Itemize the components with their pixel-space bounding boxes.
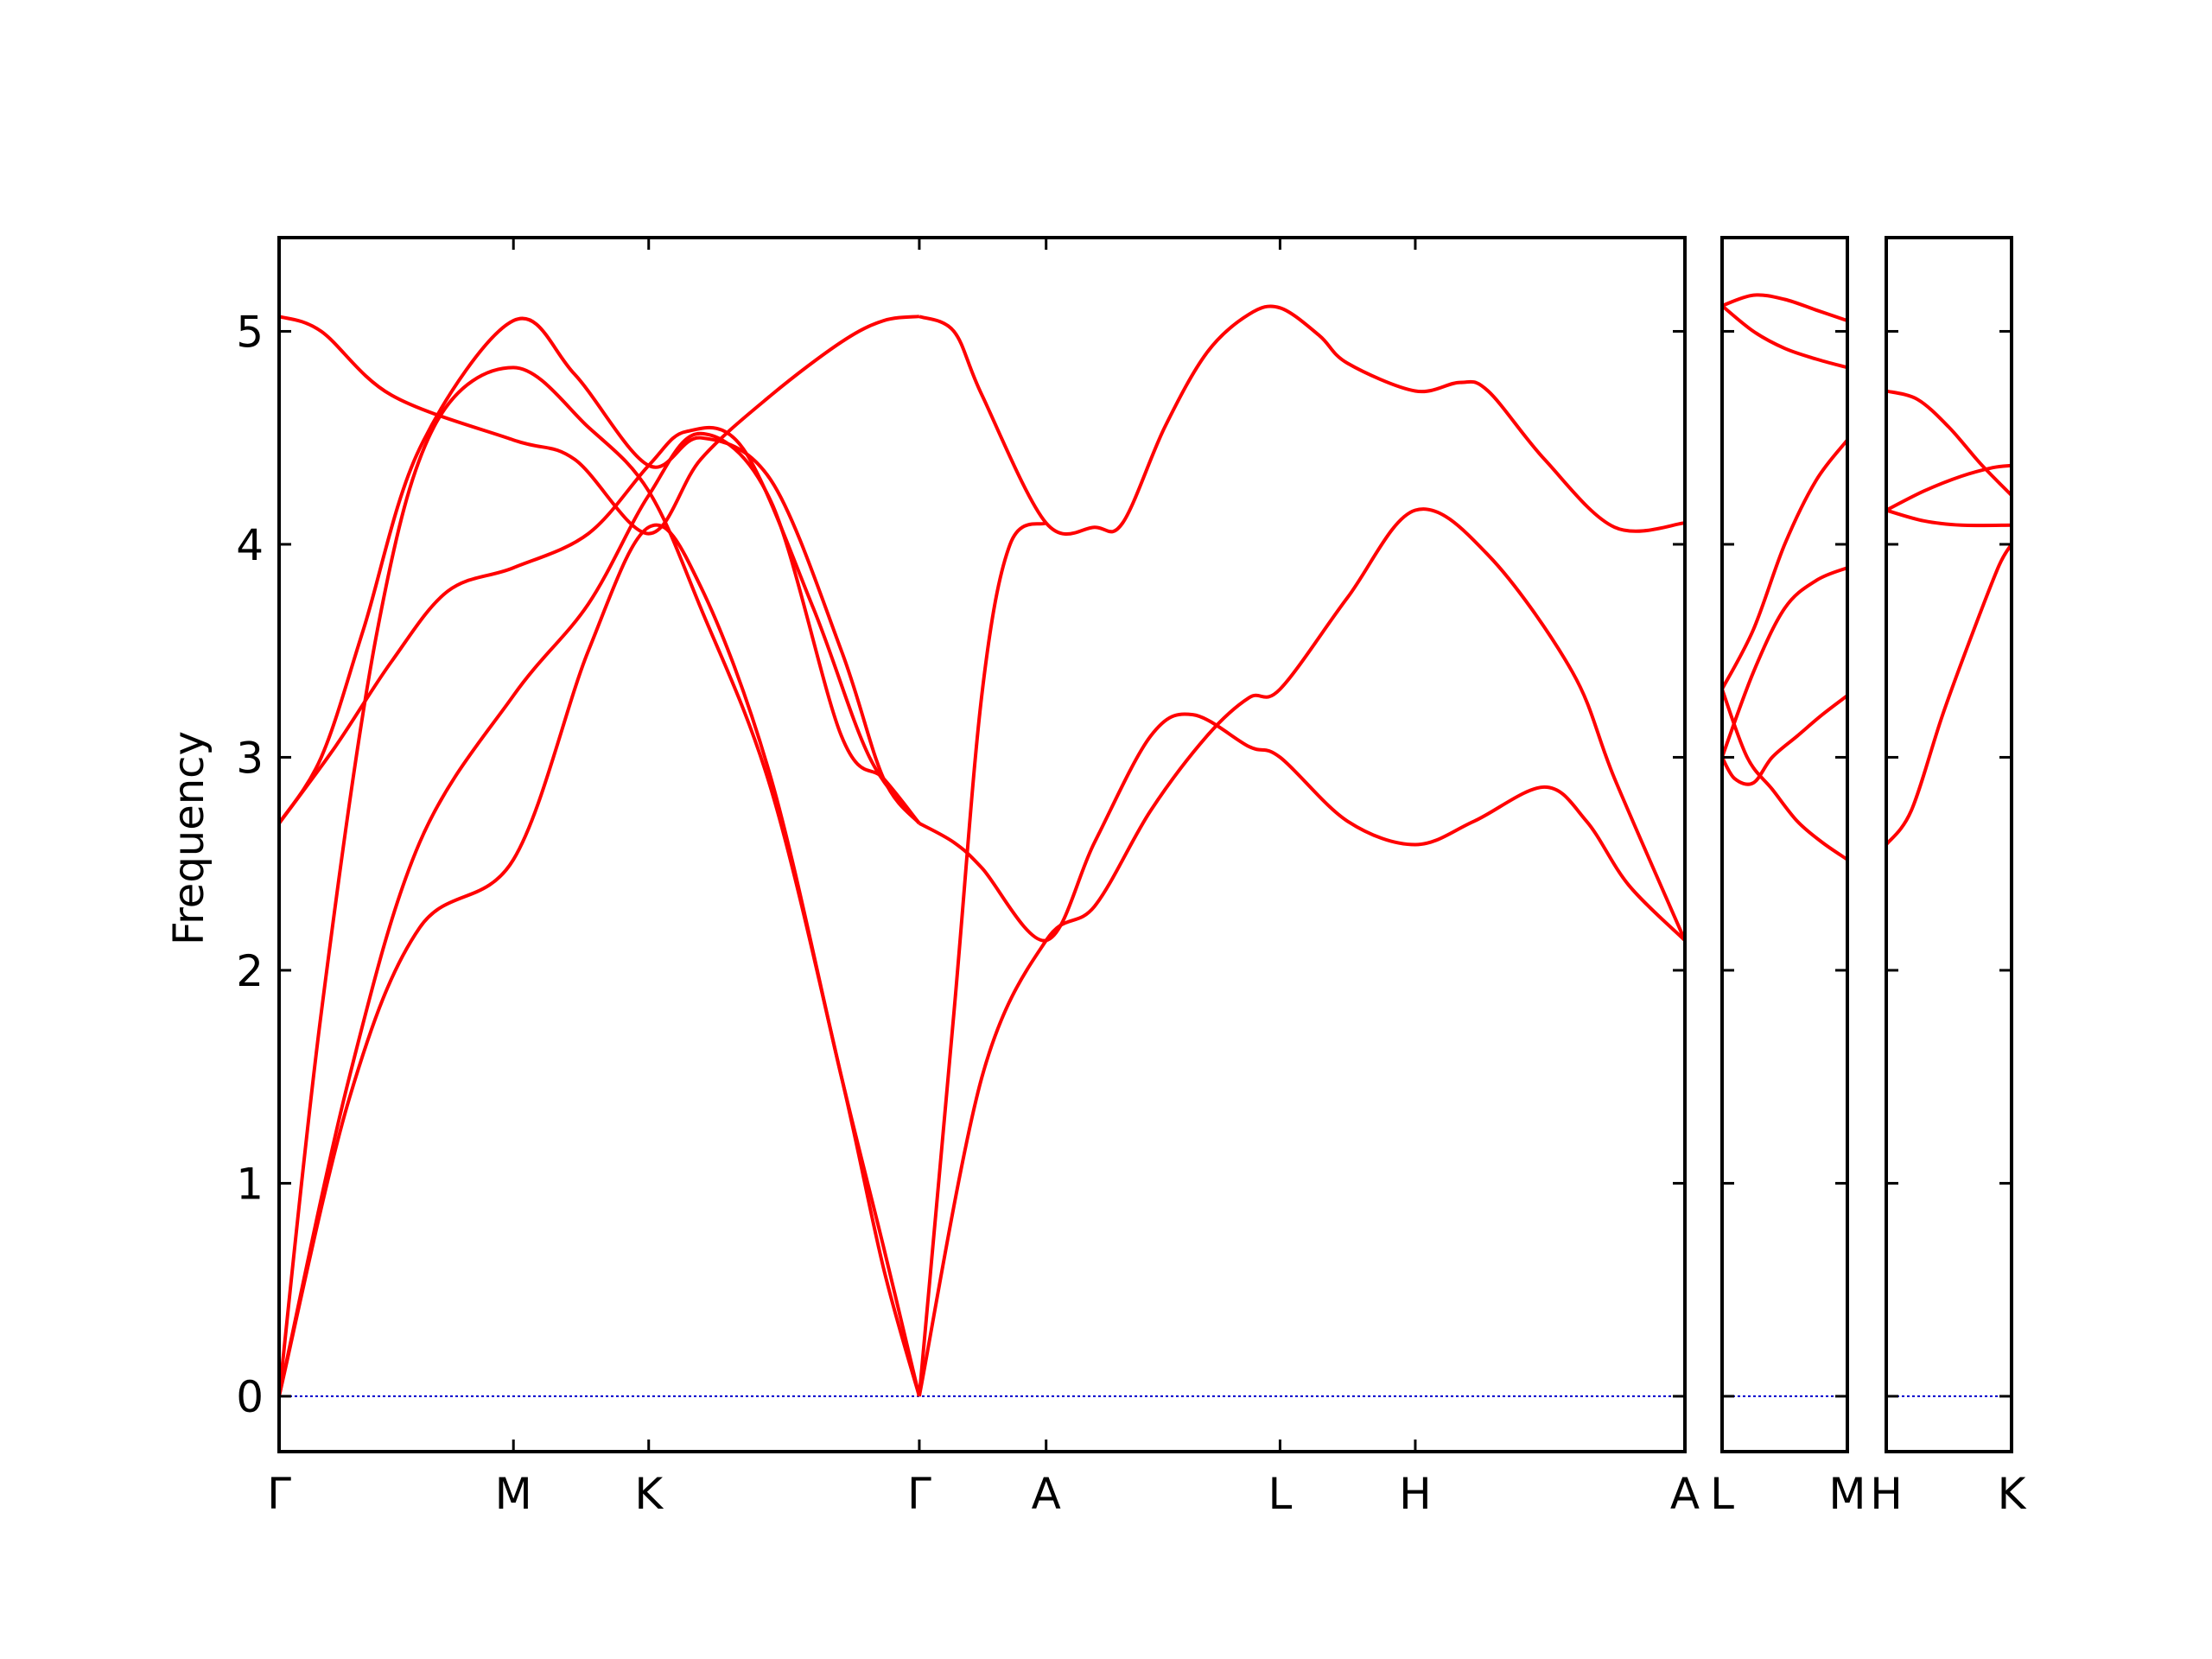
bands bbox=[1886, 389, 2012, 846]
y-axis: 0 1 2 3 4 5 bbox=[236, 307, 264, 1421]
panel-frame bbox=[1885, 236, 2013, 1453]
band-line-10 bbox=[917, 521, 1047, 1397]
band-line-2 bbox=[1722, 688, 1847, 861]
band-line-5 bbox=[279, 316, 921, 825]
band-line-2 bbox=[1886, 508, 2012, 528]
panel-frame bbox=[1720, 236, 1849, 1453]
band-line-6 bbox=[1722, 293, 1847, 322]
x-tick-label: H bbox=[1399, 1469, 1432, 1519]
band-line-2 bbox=[279, 431, 921, 1397]
x-tick-label: Γ bbox=[267, 1469, 291, 1519]
band-line-1 bbox=[279, 523, 921, 1397]
y-tick-label: 3 bbox=[236, 733, 264, 783]
bands bbox=[1722, 293, 1847, 861]
band-line-9 bbox=[917, 507, 1685, 1397]
x-tick-label: H bbox=[1870, 1469, 1903, 1519]
band-line-6 bbox=[279, 315, 920, 536]
bands bbox=[279, 304, 1685, 1397]
band-line-4 bbox=[1886, 389, 2012, 497]
y-tick-label: 0 bbox=[236, 1372, 264, 1422]
y-axis-title: Frequency bbox=[165, 731, 213, 945]
x-tick-label: K bbox=[1998, 1469, 2027, 1519]
band-line-5 bbox=[1722, 304, 1847, 370]
band-line-4 bbox=[279, 365, 921, 1397]
x-tick-label: Γ bbox=[907, 1469, 931, 1519]
y-tick-label: 2 bbox=[236, 946, 264, 996]
band-line-3 bbox=[1722, 566, 1847, 759]
y-tick-label: 4 bbox=[236, 520, 264, 570]
y-tick-label: 5 bbox=[236, 307, 264, 357]
band-line-7 bbox=[918, 304, 1685, 536]
y-tick-label: 1 bbox=[236, 1159, 264, 1209]
band-line-3 bbox=[1886, 463, 2012, 512]
band-line-1 bbox=[1886, 543, 2012, 846]
band-line-8 bbox=[918, 712, 1685, 943]
x-tick-label: A bbox=[1670, 1469, 1700, 1519]
x-tick-label: M bbox=[495, 1469, 532, 1519]
band-line-1 bbox=[1722, 694, 1847, 786]
x-tick-label: L bbox=[1710, 1469, 1734, 1519]
panel-frame bbox=[277, 236, 1687, 1453]
x-tick-label: A bbox=[1032, 1469, 1061, 1519]
x-tick-label: M bbox=[1828, 1469, 1866, 1519]
band-line-3 bbox=[279, 425, 921, 825]
band-line-4 bbox=[1722, 438, 1847, 690]
x-tick-label: L bbox=[1268, 1469, 1292, 1519]
x-tick-label: K bbox=[634, 1469, 664, 1519]
